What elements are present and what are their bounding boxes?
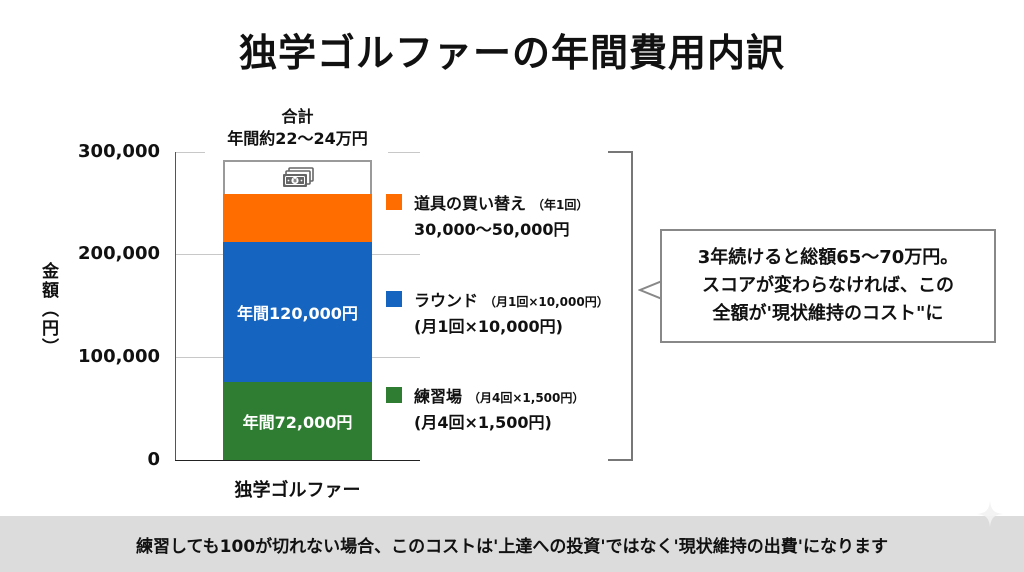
gridline-300000-right	[388, 152, 420, 153]
gridline-300000	[175, 152, 205, 153]
callout-line-3: 全額が'現状維持のコスト"に	[712, 303, 944, 324]
legend-swatch-green	[386, 387, 402, 403]
footer-banner: 練習しても100が切れない場合、このコストは'上達への投資'ではなく'現状維持の…	[0, 516, 1024, 572]
total-label-line2: 年間約22〜24万円	[227, 129, 368, 148]
legend-detail: (月4回×1,500円)	[414, 413, 552, 432]
sparkle-icon	[977, 501, 1003, 527]
callout-box: 3年続けると総額65〜70万円。 スコアが変わらなければ、この 全額が'現状維持…	[660, 229, 996, 343]
legend-detail: (月1回×10,000円)	[414, 317, 563, 336]
money-stack-icon: ¥	[282, 167, 314, 187]
legend-swatch-blue	[386, 291, 402, 307]
legend-note: （月1回×10,000円）	[484, 295, 609, 309]
legend-note: （年1回）	[532, 198, 589, 212]
stacked-bar-chart: 300,000 200,000 100,000 0 金額（円） 合計 年間約22…	[38, 106, 996, 501]
legend-name: ラウンド	[414, 291, 479, 310]
callout-line-2: スコアが変わらなければ、この	[702, 275, 954, 296]
bar-segment-practice: 年間72,000円	[223, 382, 372, 460]
ytick-0: 0	[147, 449, 160, 470]
bar-segment-total-range: ¥	[223, 160, 372, 194]
bar-segment-rounds: 年間120,000円	[223, 242, 372, 382]
legend-name: 練習場	[414, 387, 463, 406]
legend-name: 道具の買い替え	[414, 194, 527, 213]
rounds-segment-label: 年間120,000円	[237, 304, 358, 323]
legend-swatch-orange	[386, 194, 402, 210]
callout-line-1: 3年続けると総額65〜70万円。	[697, 247, 959, 268]
total-annotation: 合計 年間約22〜24万円	[195, 106, 400, 150]
total-bracket	[608, 151, 633, 461]
total-label-line1: 合計	[281, 107, 314, 126]
callout-pointer	[638, 280, 662, 300]
legend-detail: 30,000〜50,000円	[414, 220, 570, 239]
practice-segment-label: 年間72,000円	[242, 413, 353, 432]
x-category-label: 独学ゴルファー	[234, 480, 361, 501]
svg-text:¥: ¥	[293, 179, 297, 185]
bar-segment-equipment	[223, 194, 372, 242]
ytick-200000: 200,000	[78, 243, 160, 264]
ytick-300000: 300,000	[78, 141, 160, 162]
footer-text: 練習しても100が切れない場合、このコストは'上達への投資'ではなく'現状維持の…	[136, 536, 888, 557]
x-axis-line	[175, 460, 420, 461]
y-axis-label: 金額（円）	[38, 262, 58, 357]
y-axis-line	[175, 152, 176, 461]
page-title: 独学ゴルファーの年間費用内訳	[238, 31, 785, 75]
legend-note: （月4回×1,500円）	[468, 391, 585, 405]
ytick-100000: 100,000	[78, 346, 160, 367]
bar-dokugaku-golfer: ¥ 年間120,000円 年間72,000円	[223, 160, 372, 460]
